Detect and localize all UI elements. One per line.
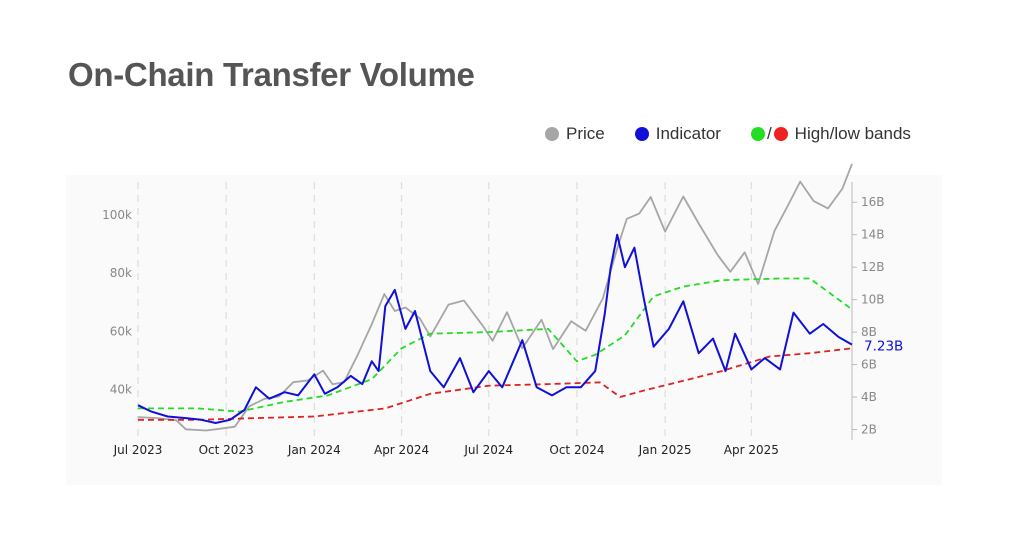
indicator-last-value-label: 7.23B: [864, 339, 903, 355]
axis-layer: Jul 2023 Oct 2023 Jan 2024 Apr 2024 Jul 2024…: [102, 182, 884, 457]
y-right-tick-label: 4B: [861, 390, 877, 404]
y-right-tick-label: 8B: [861, 325, 877, 339]
x-tick-label: Jan 2025: [638, 443, 692, 457]
y-right-tick-label: 12B: [861, 260, 885, 274]
indicator-series-line: [138, 235, 852, 423]
y-right-tick-label: 10B: [861, 293, 885, 307]
y-right-tick-label: 6B: [861, 358, 877, 372]
y-left-tick-label: 80k: [110, 266, 132, 280]
y-right-tick-label: 2B: [861, 423, 877, 437]
x-tick-label: Jul 2024: [463, 443, 513, 457]
y-right-tick-label: 14B: [861, 228, 885, 242]
x-tick-label: Oct 2024: [549, 443, 604, 457]
x-tick-label: Oct 2023: [199, 443, 254, 457]
chart-svg: Jul 2023 Oct 2023 Jan 2024 Apr 2024 Jul 2024…: [0, 0, 1024, 538]
x-tick-label: Apr 2025: [724, 443, 779, 457]
price-series-line: [138, 164, 852, 431]
x-tick-label: Jul 2023: [113, 443, 163, 457]
y-right-tick-label: 16B: [861, 195, 885, 209]
x-tick-label: Jan 2024: [287, 443, 341, 457]
y-left-tick-label: 100k: [102, 208, 132, 222]
label-layer: 7.23B: [864, 339, 903, 355]
y-left-tick-label: 40k: [110, 382, 132, 396]
series-layer: [138, 164, 852, 431]
x-tick-label: Apr 2024: [374, 443, 429, 457]
high-band-series-line: [138, 279, 852, 412]
y-left-tick-label: 60k: [110, 324, 132, 338]
